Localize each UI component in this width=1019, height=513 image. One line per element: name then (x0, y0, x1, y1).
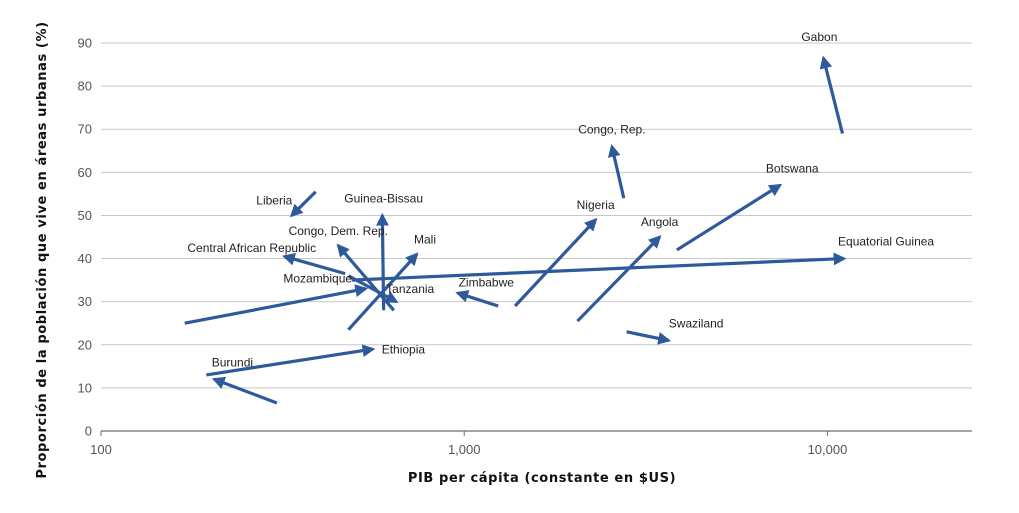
label-congo-dem-rep: Congo, Dem. Rep. (289, 224, 388, 238)
y-tick-label-90: 90 (78, 36, 92, 51)
arrow-congo-rep (607, 143, 626, 199)
x-axis-title: PIB per cápita (constante en $US) (408, 471, 676, 486)
arrow-nigeria (513, 217, 598, 308)
arrow-mali (347, 252, 419, 331)
arrow-ethiopia (206, 344, 376, 377)
label-liberia: Liberia (256, 194, 292, 208)
label-congo-rep: Congo, Rep. (578, 123, 645, 137)
arrow-botswana (676, 183, 783, 252)
x-tick-label-100: 100 (90, 442, 112, 457)
arrow-zimbabwe (455, 290, 499, 308)
label-burundi: Burundi (212, 355, 253, 369)
label-mozambique: Mozambique (283, 271, 352, 285)
y-tick-label-80: 80 (78, 79, 92, 94)
y-axis-title: Proporción de la población que vive en á… (35, 21, 50, 478)
label-angola: Angola (641, 215, 679, 229)
arrow-mozambique (184, 284, 369, 325)
label-mali: Mali (414, 232, 436, 246)
y-tick-label-50: 50 (78, 208, 92, 223)
grid (101, 42, 972, 432)
arrow-central-african-republic (282, 253, 346, 276)
label-gabon: Gabon (801, 30, 837, 44)
label-guinea-bissau: Guinea-Bissau (344, 192, 423, 206)
arrow-tanzania (347, 274, 399, 304)
y-tick-label-20: 20 (78, 337, 92, 352)
label-ethiopia: Ethiopia (382, 342, 426, 356)
label-botswana: Botswana (766, 161, 819, 175)
label-swaziland: Swaziland (669, 317, 724, 331)
y-tick-label-60: 60 (78, 165, 92, 180)
arrow-angola (576, 235, 662, 323)
axis-ticks: 0 10 20 30 40 50 60 70 80 90 100 1,000 10,000 (78, 36, 848, 458)
arrow-gabon (819, 55, 845, 134)
arrow-equatorial-guinea (351, 252, 847, 282)
y-tick-label-30: 30 (78, 294, 92, 309)
y-tick-label-70: 70 (78, 122, 92, 137)
arrow-liberia (289, 190, 317, 218)
label-tanzania: Tanzania (386, 282, 434, 296)
x-tick-label-1000: 1,000 (448, 442, 481, 457)
y-tick-label-40: 40 (78, 251, 92, 266)
arrow-swaziland (626, 330, 671, 345)
label-zimbabwe: Zimbabwe (459, 276, 515, 290)
label-nigeria: Nigeria (577, 198, 615, 212)
country-labels: Gabon Congo, Rep. Botswana Equatorial Guine… (187, 30, 934, 369)
y-tick-label-10: 10 (78, 380, 92, 395)
arrow-burundi (211, 376, 278, 405)
x-tick-label-10000: 10,000 (808, 442, 848, 457)
label-central-african-republic: Central African Republic (187, 241, 316, 255)
arrows (184, 55, 847, 405)
label-equatorial-guinea: Equatorial Guinea (838, 235, 934, 249)
y-tick-label-0: 0 (85, 424, 92, 439)
